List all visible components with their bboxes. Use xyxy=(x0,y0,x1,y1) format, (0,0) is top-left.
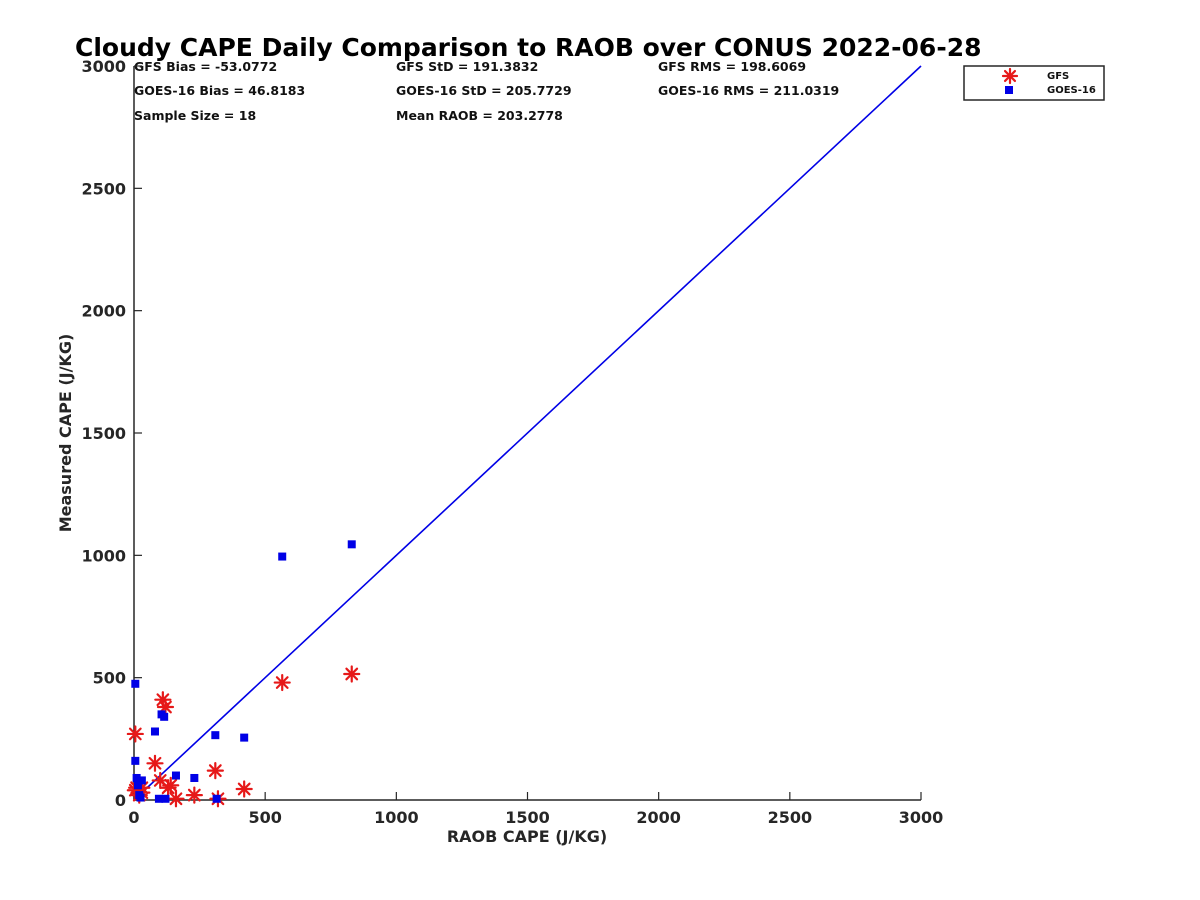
goes16-point xyxy=(240,733,249,742)
stat-gfs-std: GFS StD = 191.3832 xyxy=(396,59,538,74)
goes16-point xyxy=(211,731,220,740)
gfs-point xyxy=(162,776,180,794)
goes16-point xyxy=(136,793,145,802)
stat-goes16-rms: GOES-16 RMS = 211.0319 xyxy=(658,83,839,98)
gfs-point xyxy=(235,780,253,798)
stat-gfs-rms: GFS RMS = 198.6069 xyxy=(658,59,806,74)
x-tick-label: 500 xyxy=(248,808,281,827)
goes16-point xyxy=(154,794,163,803)
goes16-point xyxy=(347,540,356,549)
goes16-point xyxy=(212,794,221,803)
goes16-point xyxy=(131,756,140,765)
stat-mean-raob: Mean RAOB = 203.2778 xyxy=(396,108,563,123)
legend-goes16-symbol xyxy=(1005,86,1013,94)
stat-sample-size: Sample Size = 18 xyxy=(134,108,256,123)
y-axis-label: Measured CAPE (J/KG) xyxy=(56,334,75,533)
y-tick-label: 1000 xyxy=(81,546,126,565)
stat-gfs-bias: GFS Bias = -53.0772 xyxy=(134,59,277,74)
goes16-point xyxy=(190,773,199,782)
x-tick-label: 3000 xyxy=(899,808,944,827)
legend-gfs-symbol xyxy=(1001,67,1019,85)
x-tick-label: 0 xyxy=(128,808,139,827)
x-tick-label: 2000 xyxy=(636,808,681,827)
goes16-point xyxy=(133,781,142,790)
y-tick-label: 2500 xyxy=(81,179,126,198)
gfs-point xyxy=(126,725,144,743)
stat-goes16-bias: GOES-16 Bias = 46.8183 xyxy=(134,83,305,98)
x-tick-label: 1500 xyxy=(505,808,550,827)
legend: GFS GOES-16 xyxy=(963,65,1105,101)
goes16-point xyxy=(160,712,169,721)
x-axis-label: RAOB CAPE (J/KG) xyxy=(447,827,607,846)
legend-box xyxy=(963,65,1105,101)
chart-title: Cloudy CAPE Daily Comparison to RAOB ove… xyxy=(75,33,981,62)
stats-block: GFS Bias = -53.0772 GFS StD = 191.3832 G… xyxy=(134,59,839,123)
gfs-point xyxy=(185,786,203,804)
goes16-point xyxy=(131,679,140,688)
one-to-one-reference-line xyxy=(133,65,922,801)
y-tick-label: 1500 xyxy=(81,424,126,443)
x-axis-ticks: 0 500 1000 1500 2000 2500 3000 xyxy=(128,792,943,827)
x-tick-label: 2500 xyxy=(768,808,813,827)
goes16-point xyxy=(171,771,180,780)
y-tick-label: 500 xyxy=(93,669,126,688)
legend-gfs-marker xyxy=(1001,67,1019,85)
legend-goes16-label: GOES-16 xyxy=(1047,85,1096,96)
goes16-point xyxy=(132,773,141,782)
gfs-point xyxy=(206,762,224,780)
goes16-point xyxy=(137,776,146,785)
goes16-point xyxy=(161,794,170,803)
goes16-point xyxy=(150,727,159,736)
gfs-point xyxy=(167,790,185,808)
y-axis-ticks: 0 500 1000 1500 2000 2500 3000 xyxy=(81,57,142,810)
y-tick-label: 3000 xyxy=(81,57,126,76)
legend-goes16-marker xyxy=(1005,86,1013,94)
stat-goes16-std: GOES-16 StD = 205.7729 xyxy=(396,83,572,98)
x-tick-label: 1000 xyxy=(374,808,419,827)
legend-gfs-label: GFS xyxy=(1047,71,1069,82)
gfs-point xyxy=(343,665,361,683)
series-goes16 xyxy=(131,540,356,803)
gfs-point xyxy=(146,754,164,772)
gfs-point xyxy=(273,673,291,692)
y-tick-label: 0 xyxy=(115,791,126,810)
y-tick-label: 2000 xyxy=(81,302,126,321)
goes16-point xyxy=(278,552,287,561)
